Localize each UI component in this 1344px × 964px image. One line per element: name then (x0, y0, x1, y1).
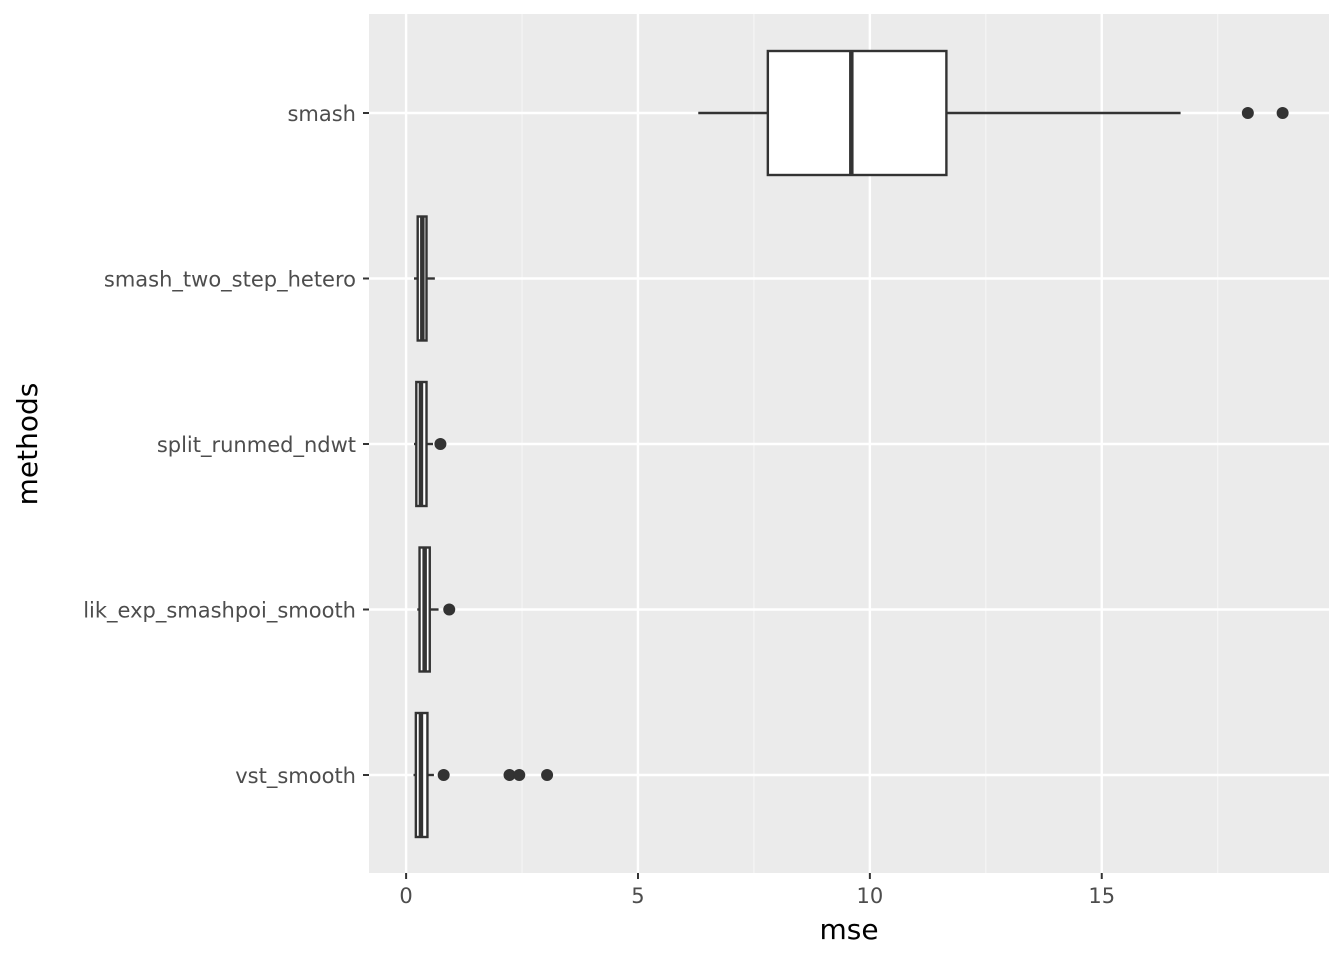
box-group (417, 546, 456, 673)
box-group (413, 380, 447, 508)
box-group (413, 711, 554, 839)
y-tick-label: lik_exp_smashpoi_smooth (83, 599, 356, 624)
grid-lines (369, 14, 1329, 873)
x-tick-label: 10 (857, 884, 884, 908)
x-axis: 0 5 10 15 (399, 873, 1115, 908)
outlier-point (503, 769, 516, 781)
y-tick-label: smash (287, 102, 356, 126)
outlier-point (1241, 107, 1254, 119)
box-iqr (766, 49, 948, 177)
x-tick-label: 15 (1088, 884, 1115, 908)
x-tick-label: 0 (399, 884, 412, 908)
y-axis: smash smash_two_step_hetero split_runmed_n… (83, 102, 369, 789)
boxes (413, 49, 1289, 839)
outlier-point (434, 438, 447, 450)
y-tick-label: smash_two_step_hetero (104, 268, 356, 293)
outlier-point (437, 769, 450, 781)
box-group (698, 49, 1289, 177)
y-tick-label: vst_smooth (235, 764, 356, 789)
outlier-point (1276, 107, 1289, 119)
y-axis-title: methods (11, 383, 44, 506)
x-tick-label: 5 (631, 884, 644, 908)
outlier-point (513, 769, 526, 781)
outlier-point (443, 603, 456, 616)
outlier-point (541, 769, 554, 781)
y-tick-label: split_runmed_ndwt (157, 433, 356, 458)
box-group (413, 215, 435, 342)
x-axis-title: mse (819, 913, 878, 946)
